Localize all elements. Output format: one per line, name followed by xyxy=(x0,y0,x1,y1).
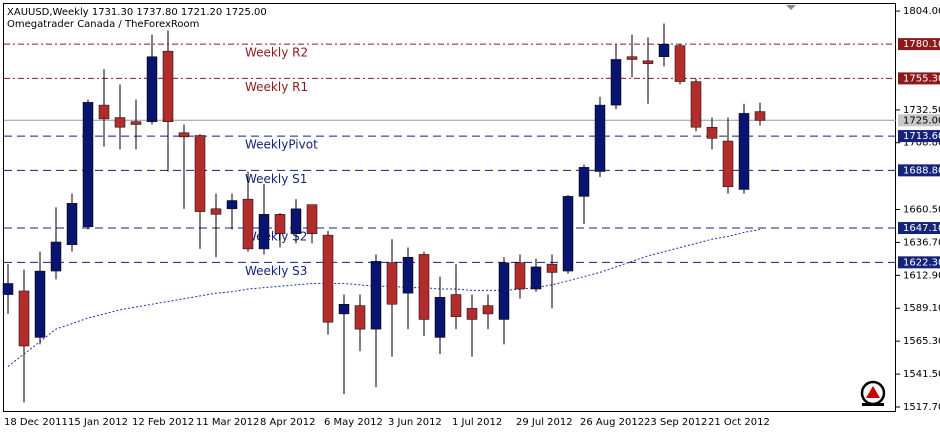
x-tick-label: 29 Jul 2012 xyxy=(516,417,573,428)
x-tick-label: 18 Dec 2011 xyxy=(4,417,68,428)
candle-body xyxy=(642,60,654,64)
x-tick-label: 11 Mar 2012 xyxy=(196,417,259,428)
plot-frame xyxy=(3,3,896,412)
candle-body xyxy=(498,262,510,320)
candle-body xyxy=(434,297,446,338)
chart-subtitle: Omegatrader Canada / TheForexRoom xyxy=(7,19,199,30)
y-tick-label: 1732.50 xyxy=(903,105,940,116)
candle-body xyxy=(322,234,334,323)
pivot-level-label: Weekly S1 xyxy=(245,172,307,186)
chart-title: XAUUSD,Weekly 1731.30 1737.80 1721.20 17… xyxy=(7,7,267,18)
y-tick-label: 1517.70 xyxy=(903,402,940,413)
price-label: 1725.00 xyxy=(903,115,940,126)
candle-body xyxy=(738,113,750,190)
candle-body xyxy=(274,214,286,234)
x-tick-label: 15 Jan 2012 xyxy=(68,417,128,428)
pivot-level-label: Weekly S3 xyxy=(245,264,307,278)
x-tick-label: 8 Apr 2012 xyxy=(260,417,315,428)
moving-average xyxy=(7,229,761,367)
x-tick-label: 6 May 2012 xyxy=(324,417,383,428)
candle-body xyxy=(754,111,766,121)
pivot-level-label: Weekly R2 xyxy=(245,46,308,60)
candle-body xyxy=(114,117,126,128)
candle-body xyxy=(450,294,462,317)
y-tick-label: 1541.50 xyxy=(903,369,940,380)
candle-body xyxy=(258,214,270,250)
price-label-box xyxy=(898,72,940,85)
candle-body xyxy=(162,50,174,122)
candle-body xyxy=(402,256,414,294)
price-label: 1755.30 xyxy=(903,73,940,84)
candle-body xyxy=(722,140,734,187)
x-tick-label: 3 Jun 2012 xyxy=(388,417,442,428)
candle-body xyxy=(66,203,78,246)
candle-body xyxy=(34,270,46,338)
x-tick-label: 26 Aug 2012 xyxy=(580,417,644,428)
y-tick-label: 1708.80 xyxy=(903,138,940,149)
x-tick-label: 21 Oct 2012 xyxy=(708,417,770,428)
x-tick-label: 12 Feb 2012 xyxy=(132,417,194,428)
candle-body xyxy=(690,81,702,128)
candle-body xyxy=(530,266,542,290)
candle-body xyxy=(50,241,62,272)
candle-body xyxy=(18,290,30,347)
price-label: 1647.10 xyxy=(903,223,940,234)
candle-body xyxy=(2,283,14,295)
candle-body xyxy=(418,254,430,320)
candle-body xyxy=(82,102,94,228)
candle-body xyxy=(194,135,206,212)
candle-body xyxy=(146,56,158,122)
y-tick-label: 1660.50 xyxy=(903,205,940,216)
candle-body xyxy=(674,45,686,82)
price-label-box xyxy=(898,114,940,127)
price-label: 1713.60 xyxy=(903,131,940,142)
candle-body xyxy=(338,303,350,315)
candle-body xyxy=(658,43,670,57)
candle-body xyxy=(354,305,366,330)
y-tick-label: 1589.10 xyxy=(903,303,940,314)
candle-body xyxy=(562,196,574,272)
candle-body xyxy=(626,56,638,60)
candle-body xyxy=(98,104,110,120)
price-label-box xyxy=(898,164,940,177)
price-label-box xyxy=(898,130,940,143)
y-tick-label: 1612.90 xyxy=(903,270,940,281)
candle-body xyxy=(130,121,142,125)
price-label-box xyxy=(898,38,940,51)
candle-body xyxy=(594,104,606,172)
candle-body xyxy=(290,208,302,234)
pivot-level-label: Weekly R1 xyxy=(245,80,308,94)
price-label: 1780.10 xyxy=(903,39,940,50)
candle-body xyxy=(306,204,318,234)
candle-body xyxy=(386,262,398,305)
candle-body xyxy=(706,126,718,139)
candle-body xyxy=(226,200,238,210)
candle-body xyxy=(546,263,558,273)
candle-body xyxy=(482,305,494,315)
price-label: 1688.80 xyxy=(903,165,940,176)
candle-body xyxy=(578,167,590,197)
pivot-level-label: WeeklyPivot xyxy=(245,138,318,152)
candle-body xyxy=(242,198,254,250)
candle-body xyxy=(610,59,622,106)
candle-body xyxy=(178,132,190,138)
price-label-box xyxy=(898,256,940,269)
y-tick-label: 1565.30 xyxy=(903,336,940,347)
x-tick-label: 23 Sep 2012 xyxy=(644,417,707,428)
y-tick-label: 1636.70 xyxy=(903,237,940,248)
x-tick-label: 1 Jul 2012 xyxy=(452,417,502,428)
candle-body xyxy=(466,308,478,320)
y-tick-label: 1804.00 xyxy=(903,6,940,17)
scroll-marker[interactable] xyxy=(786,5,796,10)
logo xyxy=(860,380,886,406)
price-label: 1622.30 xyxy=(903,257,940,268)
price-label-box xyxy=(898,222,940,235)
candle-body xyxy=(514,262,526,290)
candle-body xyxy=(210,208,222,215)
candle-body xyxy=(370,261,382,330)
